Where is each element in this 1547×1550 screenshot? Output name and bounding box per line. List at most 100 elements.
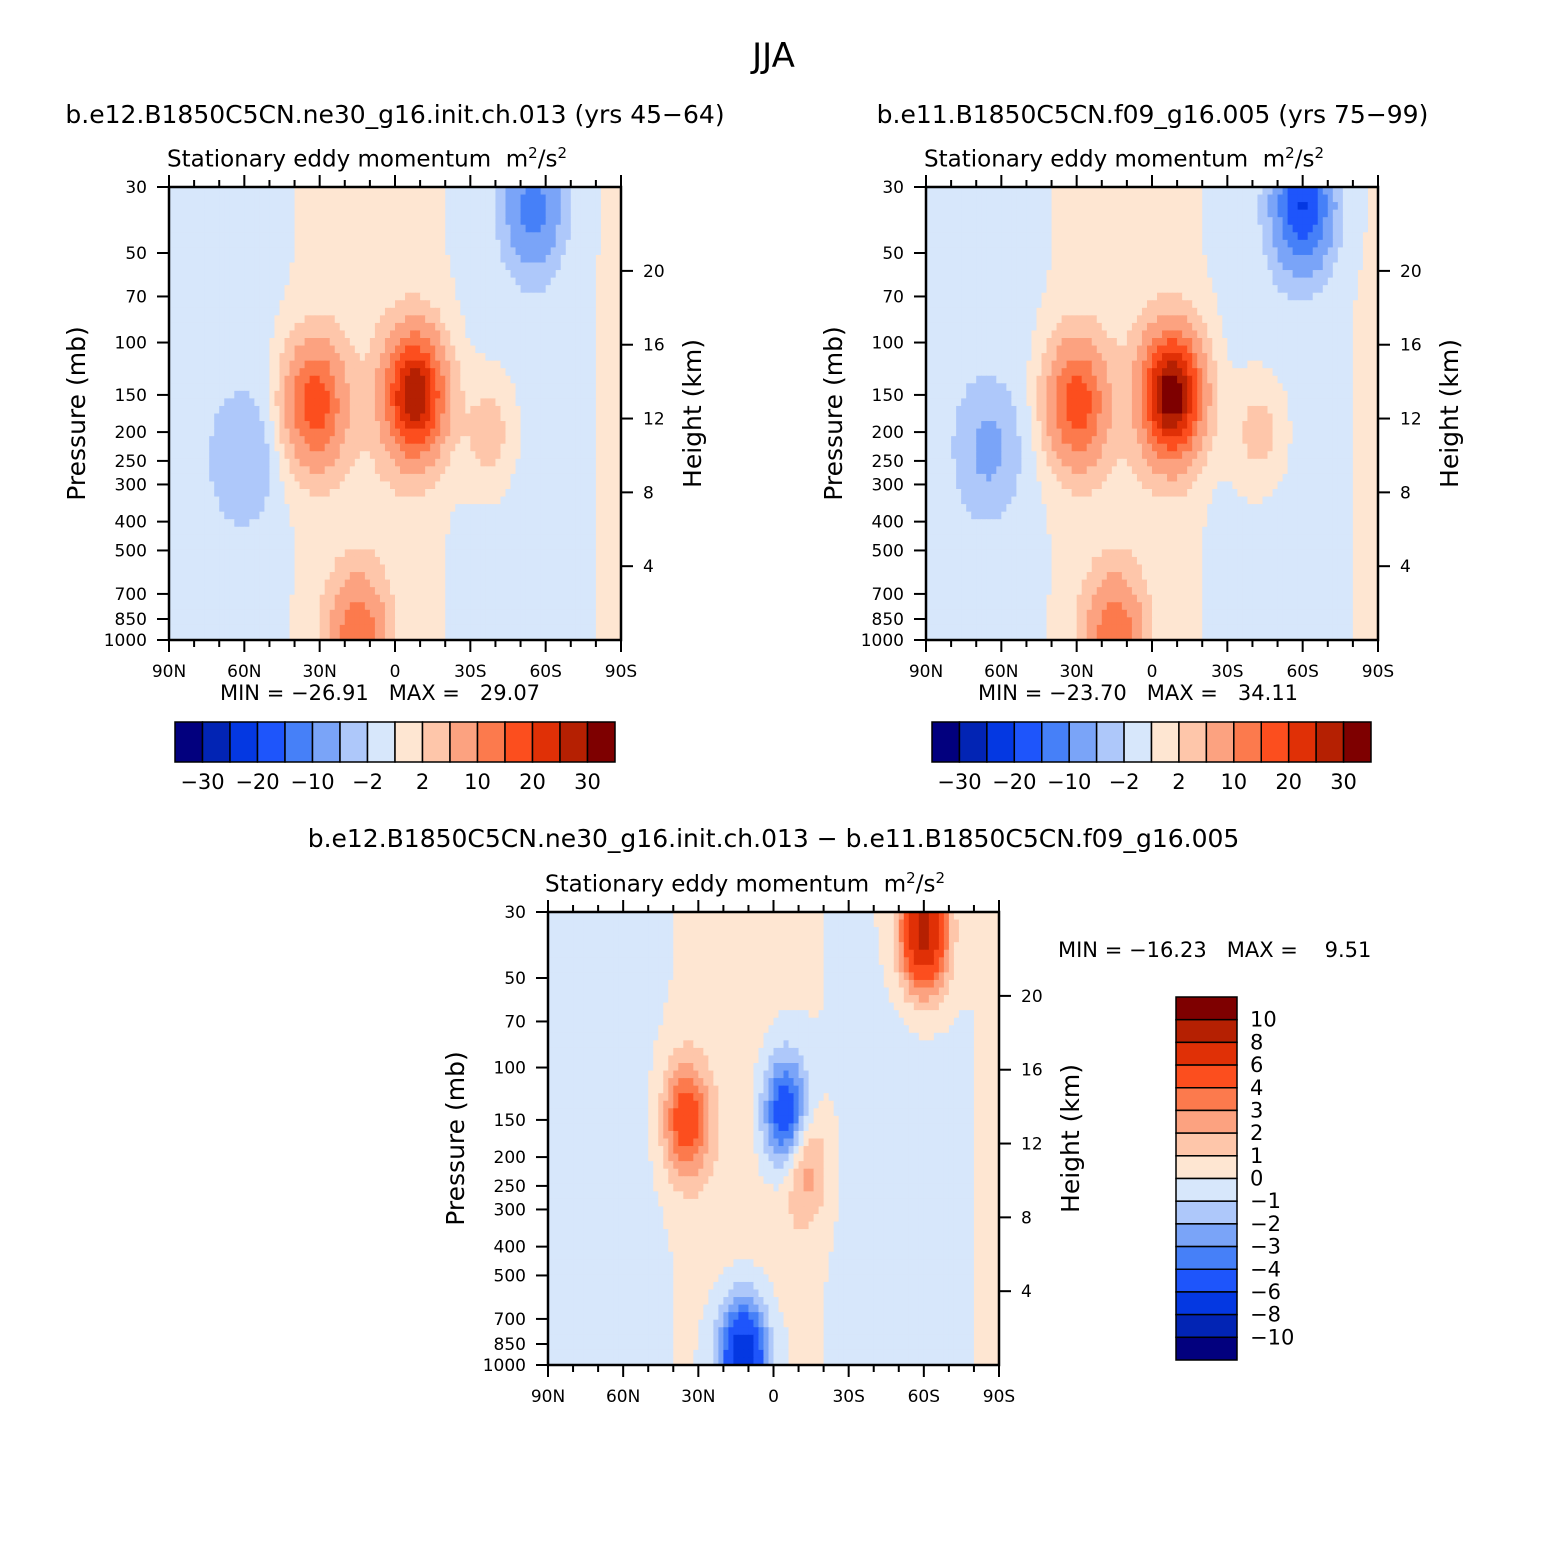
field-cell xyxy=(440,345,446,354)
field-cell xyxy=(505,511,512,520)
field-cell xyxy=(515,209,522,218)
field-cell xyxy=(400,254,406,264)
field-cell xyxy=(460,390,466,399)
field-cell xyxy=(204,428,210,437)
field-cell xyxy=(234,549,240,558)
field-cell xyxy=(269,481,276,490)
field-cell xyxy=(500,315,507,324)
field-cell xyxy=(279,496,286,505)
field-cell xyxy=(395,375,401,384)
field-cell xyxy=(490,519,497,528)
field-cell xyxy=(405,315,411,324)
field-cell xyxy=(329,239,336,248)
field-cell xyxy=(480,254,486,264)
field-cell xyxy=(364,398,371,407)
field-cell xyxy=(219,564,225,573)
field-cell xyxy=(254,458,260,467)
field-cell xyxy=(204,270,210,279)
field-cell xyxy=(470,466,476,475)
field-cell xyxy=(349,187,356,196)
field-cell xyxy=(284,564,291,573)
field-cell xyxy=(530,360,537,369)
field-cell xyxy=(359,292,366,301)
field-cell xyxy=(605,489,612,498)
field-cell xyxy=(299,345,306,354)
field-cell xyxy=(334,194,341,203)
field-cell xyxy=(595,587,602,596)
field-cell xyxy=(319,594,326,603)
field-cell xyxy=(510,254,517,264)
field-cell xyxy=(580,428,587,437)
field-cell xyxy=(179,300,185,309)
field-cell xyxy=(410,270,416,279)
field-cell xyxy=(334,481,341,490)
field-cell xyxy=(565,277,572,286)
field-cell xyxy=(219,511,225,520)
field-cell xyxy=(239,254,245,264)
field-cell xyxy=(299,202,306,211)
field-cell xyxy=(430,398,436,407)
field-cell xyxy=(229,262,235,271)
field-cell xyxy=(455,413,461,422)
field-cell xyxy=(590,307,597,316)
field-cell xyxy=(560,217,567,226)
field-cell xyxy=(505,496,512,505)
field-cell xyxy=(480,202,486,211)
field-cell xyxy=(169,405,175,415)
field-cell xyxy=(244,564,250,573)
field-cell xyxy=(374,285,381,294)
field-cell xyxy=(400,489,406,498)
field-cell xyxy=(575,292,582,301)
field-cell xyxy=(560,315,567,324)
field-cell xyxy=(304,405,311,415)
field-cell xyxy=(344,322,351,332)
field-cell xyxy=(174,443,180,452)
field-cell xyxy=(465,277,471,286)
field-cell xyxy=(234,519,240,528)
field-cell xyxy=(344,405,351,415)
field-cell xyxy=(405,338,411,347)
field-cell xyxy=(239,572,245,581)
field-cell xyxy=(344,534,351,543)
field-cell xyxy=(194,375,200,384)
field-cell xyxy=(525,338,532,347)
field-cell xyxy=(194,202,200,211)
field-cell xyxy=(510,285,517,294)
field-cell xyxy=(605,315,612,324)
field-cell xyxy=(600,458,607,467)
field-cell xyxy=(379,594,386,603)
field-cell xyxy=(349,300,356,309)
field-cell xyxy=(384,473,391,483)
field-cell xyxy=(319,564,326,573)
field-cell xyxy=(470,519,476,528)
field-cell xyxy=(540,511,547,520)
field-cell xyxy=(244,383,250,392)
field-cell xyxy=(435,458,441,467)
field-cell xyxy=(490,398,497,407)
field-cell xyxy=(430,330,436,339)
field-cell xyxy=(425,587,431,596)
field-cell xyxy=(319,526,326,535)
field-cell xyxy=(279,292,286,301)
field-cell xyxy=(410,526,416,535)
field-cell xyxy=(485,519,492,528)
field-cell xyxy=(169,458,175,467)
field-cell xyxy=(274,330,281,339)
field-cell xyxy=(400,436,406,445)
field-cell xyxy=(269,277,276,286)
field-cell xyxy=(169,345,175,354)
field-cell xyxy=(545,383,552,392)
field-cell xyxy=(540,270,547,279)
field-cell xyxy=(460,556,466,566)
field-cell xyxy=(520,511,527,520)
field-cell xyxy=(565,579,572,588)
field-cell xyxy=(445,292,451,301)
field-cell xyxy=(615,277,621,286)
field-cell xyxy=(435,436,441,445)
field-cell xyxy=(395,473,401,483)
field-cell xyxy=(445,594,451,603)
field-cell xyxy=(234,217,240,226)
field-cell xyxy=(369,458,376,467)
field-cell xyxy=(395,383,401,392)
field-cell xyxy=(475,413,481,422)
